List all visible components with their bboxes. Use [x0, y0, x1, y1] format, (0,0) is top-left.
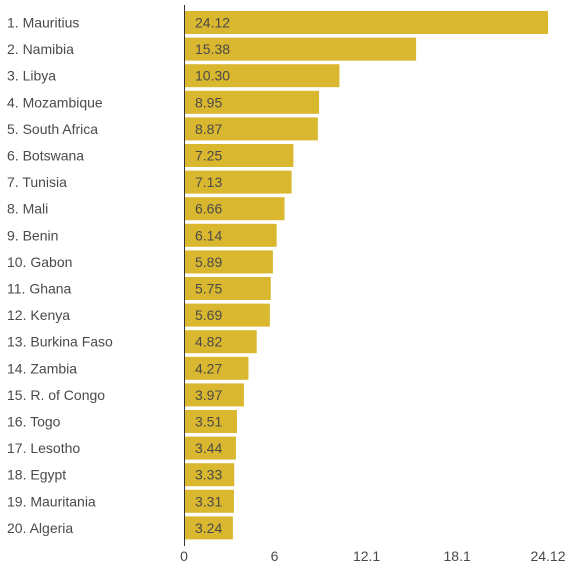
bar-6 — [184, 144, 294, 167]
bar-1 — [184, 11, 548, 34]
category-labels: 1. Mauritius 2. Namibia 3. Libya 4. Mozambi… — [7, 15, 113, 536]
value-label: 5.89 — [195, 254, 222, 270]
category-label: 16. Togo — [7, 414, 61, 430]
category-label: 1. Mauritius — [7, 15, 79, 31]
value-label: 6.66 — [195, 201, 222, 217]
bar-18 — [184, 463, 235, 487]
bar-9 — [184, 223, 277, 247]
category-label: 8. Mali — [7, 201, 48, 217]
value-label: 3.51 — [195, 414, 222, 430]
value-label: 5.69 — [195, 307, 222, 323]
bars-group — [184, 11, 548, 540]
bar-15 — [184, 383, 244, 407]
bar-4 — [184, 90, 320, 114]
category-label: 11. Ghana — [7, 281, 72, 297]
bar-16 — [184, 410, 237, 433]
value-label: 3.33 — [195, 467, 222, 483]
value-label: 8.95 — [195, 94, 222, 110]
x-tick-label: 18.1 — [444, 548, 471, 564]
bar-3 — [184, 64, 340, 88]
value-label: 3.31 — [195, 493, 222, 509]
value-label: 4.82 — [195, 334, 222, 350]
value-label: 10.30 — [195, 68, 230, 84]
category-label: 18. Egypt — [7, 467, 66, 483]
category-label: 13. Burkina Faso — [7, 334, 113, 350]
bar-10 — [184, 250, 273, 274]
value-label: 5.75 — [195, 281, 222, 297]
bar-20 — [184, 516, 233, 540]
bar-19 — [184, 489, 234, 513]
bar-7 — [184, 170, 292, 194]
x-tick-label: 12.1 — [353, 548, 380, 564]
category-label: 17. Lesotho — [7, 440, 80, 456]
category-label: 20. Algeria — [7, 520, 73, 536]
bar-5 — [184, 117, 318, 141]
value-label: 4.27 — [195, 360, 222, 376]
value-labels: 24.12 15.38 10.30 8.95 8.87 7.25 7.13 6.66 6.14 5… — [195, 15, 230, 536]
value-label: 3.44 — [195, 440, 222, 456]
bar-17 — [184, 436, 236, 460]
value-label: 6.14 — [195, 227, 222, 243]
x-tick-label: 6 — [271, 548, 279, 564]
x-tick-label: 0 — [180, 548, 188, 564]
category-label: 5. South Africa — [7, 121, 98, 137]
bar-11 — [184, 277, 271, 300]
value-label: 3.97 — [195, 387, 222, 403]
category-label: 6. Botswana — [7, 148, 84, 164]
value-label: 7.25 — [195, 148, 222, 164]
category-label: 15. R. of Congo — [7, 387, 105, 403]
value-label: 15.38 — [195, 41, 230, 57]
category-label: 4. Mozambique — [7, 94, 103, 110]
category-label: 3. Libya — [7, 68, 56, 84]
category-label: 9. Benin — [7, 227, 58, 243]
category-label: 12. Kenya — [7, 307, 70, 323]
category-label: 19. Mauritania — [7, 493, 96, 509]
bar-13 — [184, 330, 257, 354]
category-label: 2. Namibia — [7, 41, 74, 57]
category-label: 10. Gabon — [7, 254, 72, 270]
category-label: 7. Tunisia — [7, 174, 67, 190]
bar-2 — [184, 37, 417, 61]
bar-14 — [184, 356, 249, 380]
x-tick-label: 24.12 — [530, 548, 565, 564]
category-label: 14. Zambia — [7, 360, 77, 376]
value-label: 3.24 — [195, 520, 222, 536]
x-axis-ticks: 0 6 12.1 18.1 24.12 — [180, 548, 566, 564]
value-label: 7.13 — [195, 174, 222, 190]
bar-12 — [184, 303, 270, 327]
value-label: 8.87 — [195, 121, 222, 137]
value-label: 24.12 — [195, 15, 230, 31]
bar-8 — [184, 197, 285, 221]
